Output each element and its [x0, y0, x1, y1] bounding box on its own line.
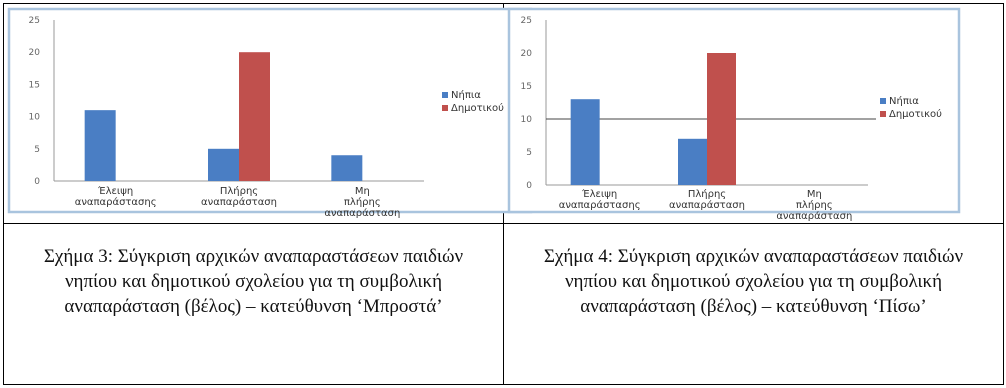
legend-label: Δημοτικού	[889, 108, 942, 120]
category-label: Πλήρης αναπαράσταση	[669, 188, 745, 211]
y-tick-label: 10	[29, 113, 41, 123]
bar	[331, 155, 363, 181]
category-label: Μη πλήρης αναπαράσταση	[324, 186, 400, 219]
y-tick-label: 25	[29, 16, 40, 26]
y-tick-label: 25	[521, 16, 532, 26]
legend-label: Δημοτικού	[451, 102, 504, 114]
y-tick-label: 20	[521, 49, 533, 59]
y-tick-label: 0	[526, 181, 532, 191]
bar	[707, 53, 736, 185]
bar	[570, 99, 600, 185]
y-tick-label: 15	[521, 82, 532, 92]
bar	[208, 148, 239, 181]
y-tick-label: 0	[34, 177, 40, 187]
category-label: Πλήρης αναπαράσταση	[201, 185, 277, 208]
y-tick-label: 5	[34, 145, 40, 155]
bar	[239, 52, 270, 182]
bar	[678, 138, 707, 185]
category-label: Έλειψη αναπαράστασης	[559, 188, 641, 211]
figure-3-caption: Σχήμα 3: Σύγκριση αρχικών αναπαραστάσεων…	[43, 245, 464, 317]
y-tick-label: 15	[29, 80, 40, 90]
legend-swatch	[442, 92, 448, 98]
category-label: Έλειψη αναπαράστασης	[75, 185, 157, 208]
y-tick-label: 10	[521, 115, 533, 125]
figure-4-caption-cell: Σχήμα 4: Σύγκριση αρχικών αναπαραστάσεων…	[503, 222, 1004, 386]
legend-swatch	[442, 105, 448, 111]
figure-4-chart-cell: 0 5 10 15 20 25 Έλειψη αναπαράστασης Πλήρης αναπα…	[503, 3, 1004, 224]
figure-3-chart: 0 5 10 15 20 25 Έλειψη αναπαράστασης Πλήρης αναπα…	[7, 7, 533, 219]
category-label: Μη πλήρης αναπαράσταση	[776, 189, 852, 221]
figure-4-chart: 0 5 10 15 20 25 Έλειψη αναπαράστασης Πλήρης αναπα…	[507, 7, 961, 221]
legend-label: Νήπια	[451, 89, 481, 101]
figure-4-caption: Σχήμα 4: Σύγκριση αρχικών αναπαραστάσεων…	[543, 245, 964, 317]
figure-3-caption-cell: Σχήμα 3: Σύγκριση αρχικών αναπαραστάσεων…	[3, 222, 504, 386]
y-tick-label: 5	[526, 148, 532, 158]
figure-table: 0 5 10 15 20 25 Έλειψη αναπαράστασης Πλήρης αναπα…	[3, 3, 1004, 386]
y-tick-label: 20	[29, 48, 41, 58]
figure-3-chart-cell: 0 5 10 15 20 25 Έλειψη αναπαράστασης Πλήρης αναπα…	[3, 3, 533, 224]
legend-label: Νήπια	[889, 95, 919, 107]
bar	[84, 110, 116, 181]
legend-swatch	[880, 111, 886, 117]
legend-swatch	[880, 98, 886, 104]
